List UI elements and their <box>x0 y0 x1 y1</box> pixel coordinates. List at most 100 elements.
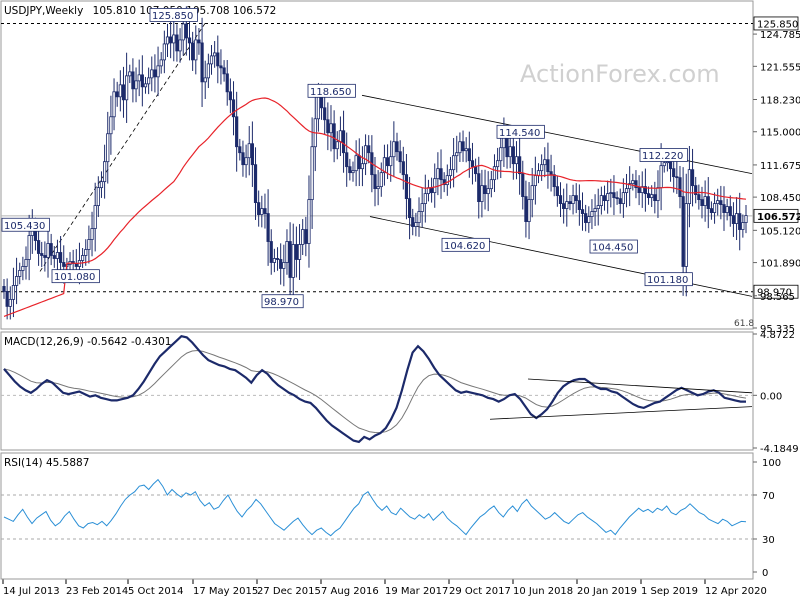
candle-body <box>332 123 336 150</box>
price-annotation-text: 118.650 <box>310 87 351 98</box>
candle-body <box>58 252 63 263</box>
candle-body <box>153 69 157 78</box>
macd-line <box>3 334 746 444</box>
candlestick-series <box>2 6 748 320</box>
candle-body <box>316 95 321 120</box>
time-tick-label: 19 Mar 2017 <box>385 586 448 597</box>
candle-body <box>351 170 355 174</box>
candle-body <box>373 174 377 190</box>
candle-body <box>143 83 148 88</box>
price-annotations: 125.850 118.650 114.540 112.220 104.620 104.4… <box>1 8 800 329</box>
price-tick-label: 105.120 <box>760 226 800 237</box>
price-annotation-box <box>261 294 304 309</box>
candle-body <box>11 285 16 300</box>
price-tick-label: 121.555 <box>760 62 800 73</box>
candle-body <box>540 164 544 172</box>
candle-body <box>442 179 446 186</box>
candle-body <box>511 146 515 165</box>
price-annotation-box <box>307 83 356 98</box>
candle-body <box>404 174 409 200</box>
candle-body <box>458 141 462 154</box>
price-tick-label: 101.890 <box>760 259 800 270</box>
candle-body <box>420 203 424 212</box>
candle-body <box>518 156 522 175</box>
candle-body <box>244 157 248 166</box>
candle-body <box>401 161 405 176</box>
candle-body <box>187 37 192 44</box>
candle-body <box>323 107 327 121</box>
candle-body <box>150 69 154 79</box>
candle-body <box>700 199 704 206</box>
candle-body <box>294 244 298 260</box>
candle-body <box>653 194 657 202</box>
candle-body <box>184 23 188 39</box>
price-tick-label: 95.335 <box>760 324 795 335</box>
candle-body <box>263 208 267 214</box>
macd-pane-frame <box>0 331 754 451</box>
candle-body <box>301 229 305 245</box>
macd-pane: MACD(12,26,9) -0.5642 -0.4301 4.8722 0.00… <box>0 330 799 455</box>
candle-body <box>483 185 487 195</box>
candle-body <box>452 155 456 171</box>
candle-body <box>140 74 144 88</box>
candle-body <box>678 177 682 198</box>
time-tick-label: 7 Aug 2016 <box>321 586 379 597</box>
candle-body <box>467 148 471 162</box>
price-tick-label: 118.230 <box>760 96 800 107</box>
candle-body <box>209 55 214 65</box>
price-annotation-text: 104.620 <box>444 241 485 252</box>
candle-body <box>505 136 509 158</box>
candle-body <box>590 211 594 217</box>
macd-axis: 4.8722 0.00 -4.1849 <box>753 330 799 455</box>
candle-body <box>477 173 481 203</box>
candle-body <box>530 185 534 201</box>
time-tick-label: 14 Jul 2013 <box>3 586 60 597</box>
candle-body <box>18 270 22 277</box>
candle-body <box>266 213 270 242</box>
time-tick-label: 29 Oct 2017 <box>449 586 511 597</box>
time-tick-label: 17 May 2015 <box>193 586 258 597</box>
candle-body <box>231 99 236 118</box>
price-annotation-text: 114.540 <box>499 128 540 139</box>
candle-body <box>684 203 688 267</box>
rsi-tick-label: 0 <box>762 568 768 579</box>
candle-body <box>112 91 116 118</box>
candle-body <box>646 193 651 199</box>
candle-body <box>602 195 607 202</box>
candle-body <box>128 71 132 77</box>
candle-body <box>637 187 641 194</box>
axis-price-box <box>753 16 799 31</box>
time-axis: 14 Jul 2013 23 Feb 2014 5 Oct 2014 17 May 2… <box>1 578 767 597</box>
candle-body <box>345 152 349 168</box>
candle-body <box>703 196 707 206</box>
candle-body <box>543 159 547 166</box>
candle-body <box>461 141 465 152</box>
candle-body <box>165 36 170 45</box>
candle-body <box>650 194 654 199</box>
candle-body <box>348 166 352 174</box>
moving-average-line <box>3 97 747 317</box>
candle-body <box>62 262 66 267</box>
candle-body <box>36 240 41 254</box>
time-tick-label: 23 Feb 2014 <box>66 586 128 597</box>
candle-body <box>228 91 232 101</box>
price-annotation-box <box>1 217 50 232</box>
candle-body <box>285 241 289 263</box>
candle-body <box>719 200 723 205</box>
candle-body <box>169 36 173 44</box>
rsi-pane-frame <box>0 452 754 580</box>
current-price-box <box>753 208 799 223</box>
candle-body <box>81 255 85 261</box>
candle-body <box>5 291 9 307</box>
fib-label: 61.8 <box>734 319 754 329</box>
candle-body <box>474 166 478 175</box>
candle-body <box>338 130 343 143</box>
candle-body <box>24 259 28 267</box>
candle-body <box>90 228 94 240</box>
price-tick-label: 124.785 <box>760 30 800 41</box>
candle-body <box>216 52 220 67</box>
candle-body <box>335 141 339 150</box>
candle-body <box>52 255 56 259</box>
rsi-tick-label: 70 <box>762 491 775 502</box>
macd-trend-upper <box>527 378 753 394</box>
